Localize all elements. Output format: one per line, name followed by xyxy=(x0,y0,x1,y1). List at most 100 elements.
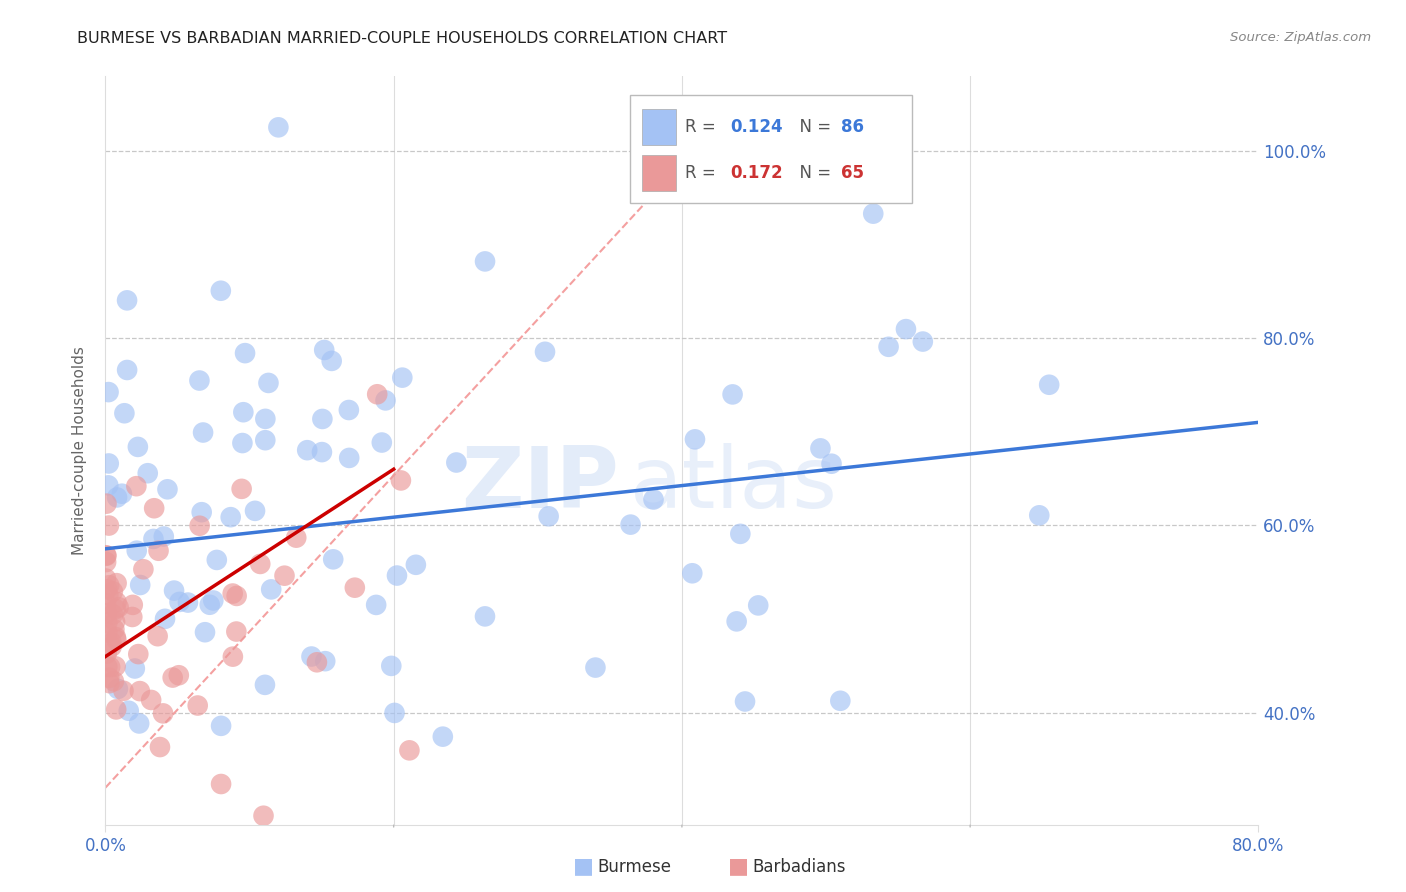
Point xyxy=(146,629,169,643)
Point xyxy=(111,486,134,500)
Point xyxy=(337,450,360,465)
Point xyxy=(311,412,333,426)
Point xyxy=(97,457,120,471)
Text: atlas: atlas xyxy=(630,442,838,525)
Point xyxy=(1028,508,1050,523)
Bar xyxy=(641,155,676,191)
Point xyxy=(209,777,232,791)
Point xyxy=(188,518,211,533)
Text: ZIP: ZIP xyxy=(461,442,619,525)
Text: Burmese: Burmese xyxy=(598,858,672,876)
Point xyxy=(149,740,172,755)
Point xyxy=(233,346,256,360)
Point xyxy=(474,609,496,624)
Text: BURMESE VS BARBADIAN MARRIED-COUPLE HOUSEHOLDS CORRELATION CHART: BURMESE VS BARBADIAN MARRIED-COUPLE HOUS… xyxy=(77,31,727,46)
Point xyxy=(267,120,290,135)
Point xyxy=(143,501,166,516)
Bar xyxy=(641,109,676,145)
Point xyxy=(98,671,121,685)
Point xyxy=(231,436,253,450)
Point xyxy=(112,406,135,420)
Point xyxy=(101,607,124,622)
Point xyxy=(202,593,225,607)
Point xyxy=(619,517,641,532)
Text: R =: R = xyxy=(685,118,721,136)
Point xyxy=(132,562,155,576)
Point xyxy=(100,640,122,654)
Point xyxy=(253,678,276,692)
Point xyxy=(94,549,117,563)
Point xyxy=(128,716,150,731)
Text: 0.172: 0.172 xyxy=(730,164,783,182)
Point xyxy=(96,660,118,674)
Point xyxy=(391,370,413,384)
Point xyxy=(747,599,769,613)
Point xyxy=(121,610,143,624)
Text: 86: 86 xyxy=(841,118,865,136)
Text: Barbadians: Barbadians xyxy=(752,858,846,876)
Point xyxy=(97,518,120,533)
Point xyxy=(177,596,200,610)
Point xyxy=(432,730,454,744)
Point xyxy=(127,647,149,661)
Point xyxy=(191,425,214,440)
Point xyxy=(894,322,917,336)
Point xyxy=(734,694,756,708)
Point xyxy=(163,583,186,598)
Point xyxy=(371,435,394,450)
Point xyxy=(537,509,560,524)
Point xyxy=(105,595,128,609)
Point xyxy=(107,681,129,696)
Point xyxy=(167,668,190,682)
Point xyxy=(153,612,176,626)
Point xyxy=(156,483,179,497)
Point xyxy=(121,598,143,612)
Point xyxy=(254,412,277,426)
Text: ■: ■ xyxy=(574,856,593,876)
Point xyxy=(105,576,128,591)
Point xyxy=(98,676,121,690)
Point xyxy=(96,625,118,640)
Point xyxy=(152,706,174,721)
Point xyxy=(129,578,152,592)
Point xyxy=(862,207,884,221)
Point xyxy=(125,543,148,558)
Point xyxy=(104,602,127,616)
Point xyxy=(225,624,247,639)
Point xyxy=(721,387,744,401)
Point xyxy=(169,595,191,609)
Text: N =: N = xyxy=(789,118,837,136)
Point xyxy=(301,649,323,664)
Point xyxy=(314,654,336,668)
Point xyxy=(162,671,184,685)
Point xyxy=(222,586,245,600)
Point xyxy=(222,649,245,664)
Point xyxy=(152,529,174,543)
Point xyxy=(124,661,146,675)
Point xyxy=(107,600,129,615)
Point xyxy=(374,393,396,408)
Point xyxy=(683,433,706,447)
Point xyxy=(94,555,117,569)
Point xyxy=(97,385,120,400)
Point xyxy=(94,572,117,586)
Point xyxy=(97,588,120,602)
Point xyxy=(104,630,127,644)
Point xyxy=(105,702,128,716)
Point xyxy=(96,647,118,661)
Point xyxy=(810,442,832,456)
Point xyxy=(297,443,319,458)
Point xyxy=(585,660,607,674)
Point xyxy=(115,293,138,308)
Point xyxy=(187,698,209,713)
Point xyxy=(104,615,127,629)
Point xyxy=(643,492,665,507)
Point xyxy=(311,445,333,459)
Point xyxy=(730,526,752,541)
Point xyxy=(405,558,427,572)
Point xyxy=(97,478,120,492)
Point xyxy=(96,582,118,597)
Point xyxy=(398,743,420,757)
Point xyxy=(205,553,228,567)
Point xyxy=(254,434,277,448)
